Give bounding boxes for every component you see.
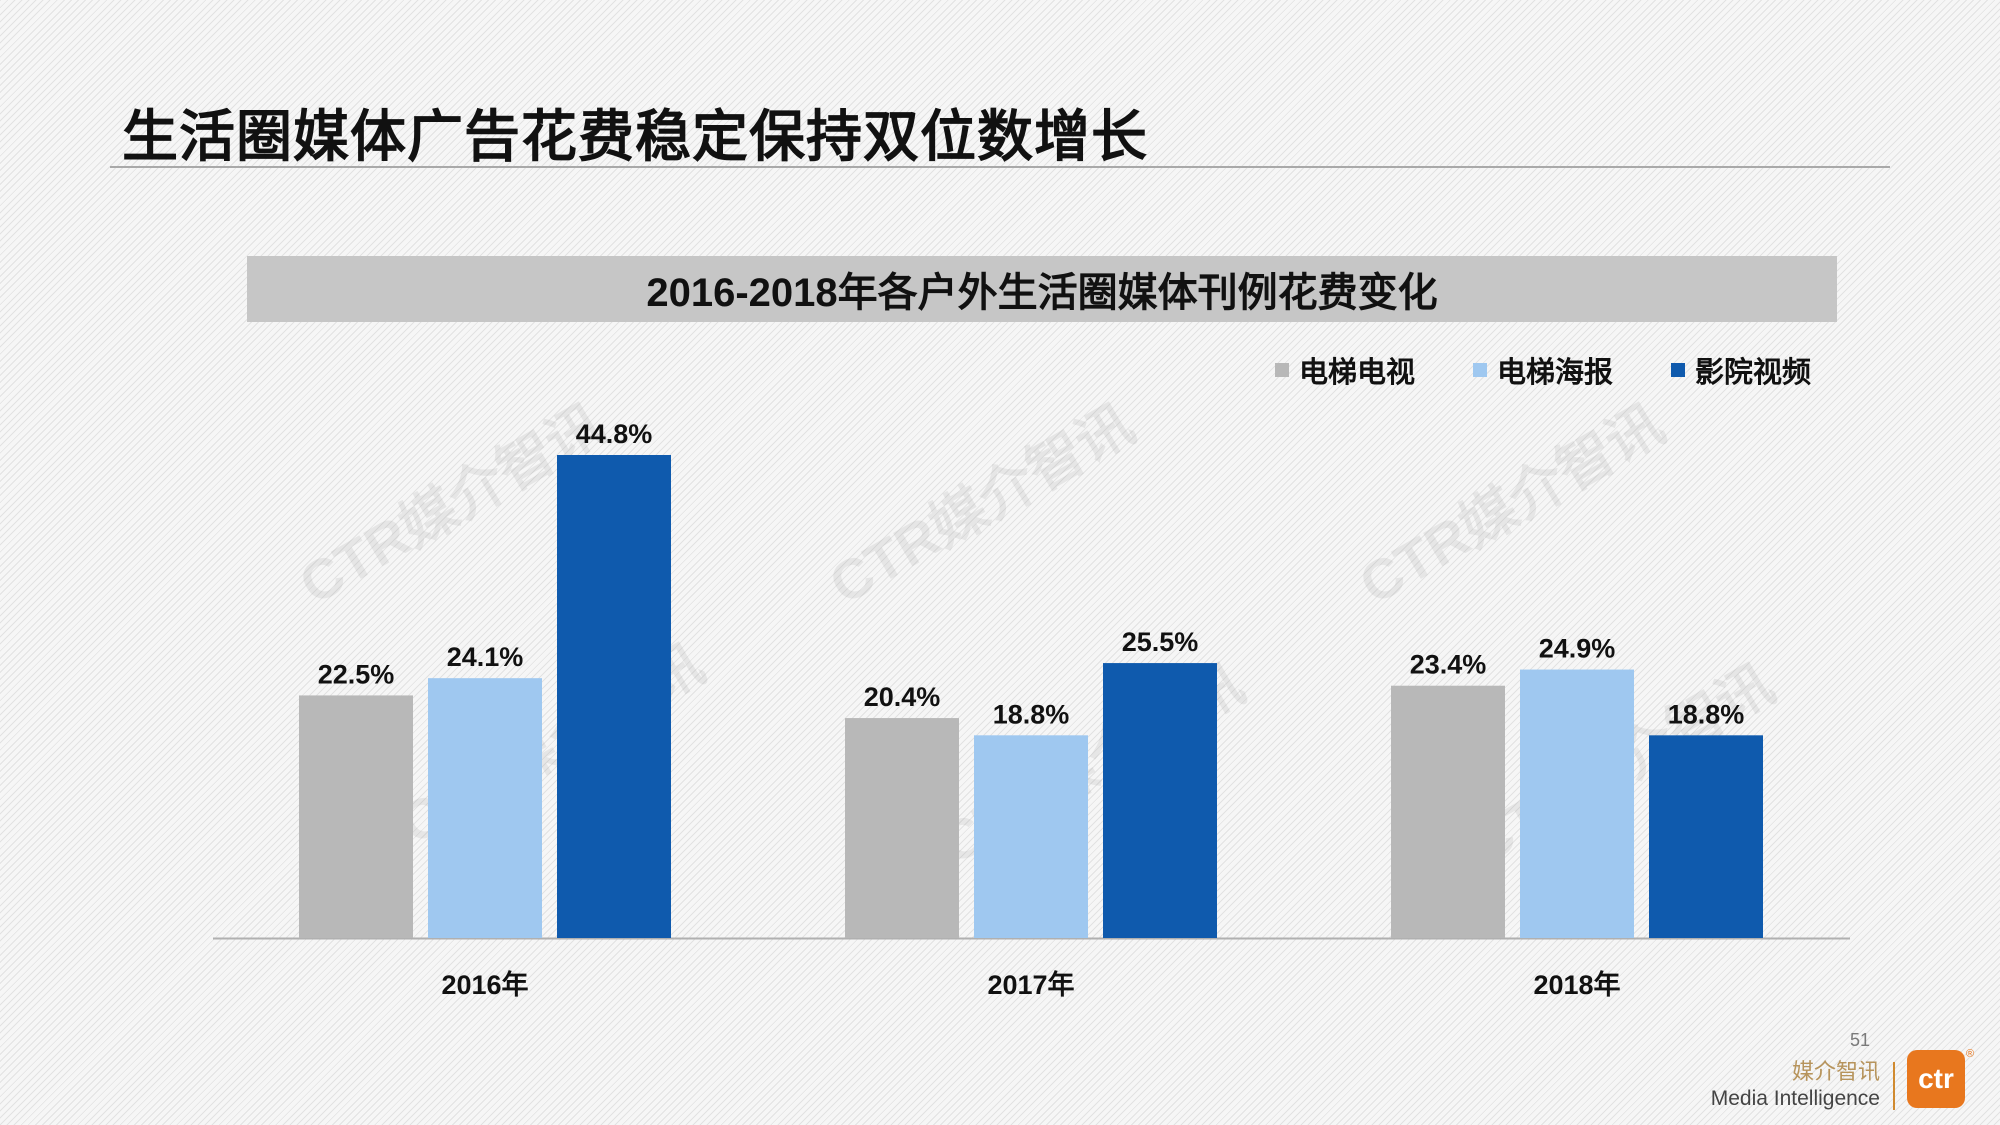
data-label: 20.4% (864, 682, 941, 712)
page-number: 51 (1850, 1030, 1871, 1050)
data-label: 23.4% (1410, 650, 1487, 680)
legend-item-cinema-video: 影院视频 (1671, 349, 1811, 391)
bar (299, 695, 413, 938)
bar (974, 735, 1088, 938)
ctr-logo: ctr (1907, 1050, 1965, 1108)
legend-label: 电梯电视 (1299, 357, 1416, 389)
data-label: 24.9% (1539, 634, 1616, 664)
page-title: 生活圈媒体广告花费稳定保持双位数增长 (122, 105, 1148, 168)
x-tick-label: 2016年 (441, 969, 528, 1000)
legend-label: 影院视频 (1695, 357, 1812, 389)
bar (845, 718, 959, 938)
chart-title: 2016-2018年各户外生活圈媒体刊例花费变化 (247, 256, 1837, 322)
chart-legend: 电梯电视 电梯海报 影院视频 (1275, 350, 1811, 390)
legend-item-elevator-tv: 电梯电视 (1275, 349, 1415, 391)
bar (1520, 669, 1634, 938)
bar (428, 678, 542, 938)
bar (1103, 663, 1217, 938)
brand-name-cn: 媒介智讯 (1791, 1059, 1880, 1084)
data-label: 18.8% (993, 699, 1070, 729)
title-divider (110, 166, 1890, 168)
data-label: 44.8% (576, 419, 653, 449)
legend-label: 电梯海报 (1497, 357, 1614, 389)
data-label: 25.5% (1122, 627, 1199, 657)
legend-item-elevator-poster: 电梯海报 (1473, 349, 1613, 391)
data-label: 22.5% (318, 659, 395, 689)
brand-name-en: Media Intelligence (1710, 1087, 1880, 1110)
bar (1649, 735, 1763, 938)
bar (1391, 685, 1505, 938)
legend-swatch-elevator-tv (1275, 363, 1289, 377)
registered-mark: ® (1966, 1048, 1975, 1060)
data-label: 24.1% (447, 642, 524, 672)
legend-swatch-elevator-poster (1473, 363, 1488, 377)
data-label: 18.8% (1668, 699, 1745, 729)
x-tick-label: 2018年 (1533, 969, 1620, 1000)
x-tick-label: 2017年 (987, 969, 1074, 1000)
brand-text: 媒介智讯 Media Intelligence (1700, 1058, 1880, 1112)
brand-divider (1893, 1062, 1895, 1110)
bar (557, 455, 671, 938)
legend-swatch-cinema-video (1671, 363, 1686, 377)
